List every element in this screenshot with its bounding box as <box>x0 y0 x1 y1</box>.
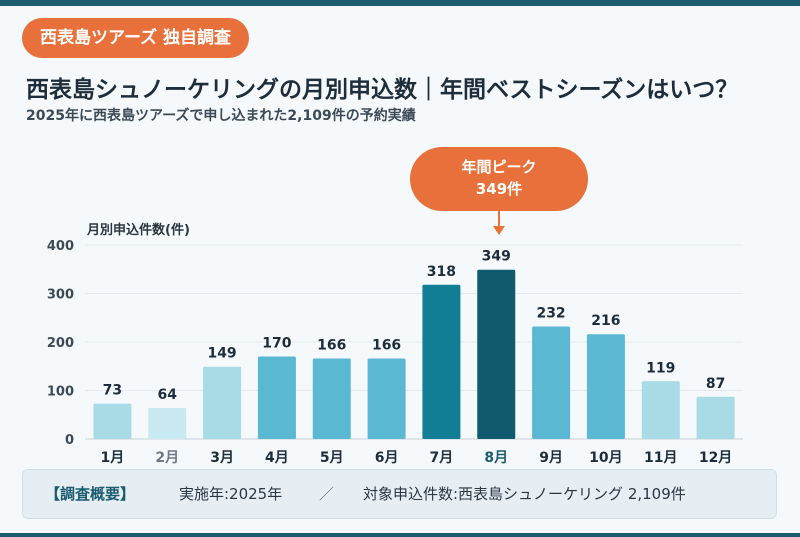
x-tick-label: 3月 <box>210 450 234 466</box>
x-tick-label: 10月 <box>589 450 622 466</box>
bar-10 <box>586 334 625 439</box>
bar-11 <box>641 381 680 439</box>
data-label: 349 <box>482 249 511 265</box>
bar-1 <box>93 403 132 439</box>
x-tick-label: 1月 <box>101 450 125 466</box>
chart-subtitle: 2025年に西表島ツアーズで申し込まれた2,109件の予約実績 <box>26 108 416 124</box>
data-label: 216 <box>591 313 620 329</box>
y-axis-title: 月別申込件数(件) <box>86 222 190 238</box>
top-accent-bar <box>0 0 800 6</box>
summary-label: 【調査概要】 <box>45 485 136 503</box>
y-tick-label: 100 <box>47 385 74 400</box>
data-label: 149 <box>207 346 236 362</box>
data-label: 166 <box>317 337 346 353</box>
chart-title: 西表島シュノーケリングの月別申込数｜年間ベストシーズンはいつ？ <box>26 77 739 103</box>
x-tick-label: 4月 <box>265 450 289 466</box>
y-tick-label: 400 <box>47 239 74 254</box>
survey-summary: 【調査概要】 実施年:2025年 ／ 対象申込件数:西表島シュノーケリング 2,… <box>22 469 777 519</box>
peak-callout: 年間ピーク 349件 <box>410 147 588 211</box>
bar-12 <box>696 396 735 439</box>
summary-separator: ／ <box>319 485 335 503</box>
data-label: 119 <box>646 360 675 376</box>
x-tick-label: 12月 <box>699 450 732 466</box>
data-label: 232 <box>536 305 565 321</box>
x-tick-label: 9月 <box>539 450 563 466</box>
data-label: 64 <box>158 387 178 403</box>
x-tick-label: 8月 <box>484 450 508 466</box>
bar-chart: 月別申込件数(件) 0 100 200 300 400 73 1月 64 2月 149 3月 170 4月… <box>47 222 743 466</box>
bar-5 <box>312 358 351 439</box>
peak-arrow-icon <box>493 226 505 235</box>
summary-count: 対象申込件数:西表島シュノーケリング 2,109件 <box>363 485 686 503</box>
bar-3 <box>203 366 242 439</box>
x-tick-label: 6月 <box>375 450 399 466</box>
data-label: 170 <box>262 336 291 352</box>
y-tick-label: 200 <box>47 336 74 351</box>
y-tick-label: 300 <box>47 288 74 303</box>
x-tick-label: 2月 <box>155 450 179 466</box>
data-label: 166 <box>372 337 401 353</box>
source-badge: 西表島ツアーズ 独自調査 <box>22 18 250 58</box>
bar-4 <box>257 356 296 439</box>
bar-7 <box>422 284 461 439</box>
peak-callout-stem <box>498 211 500 227</box>
x-tick-label: 5月 <box>320 450 344 466</box>
bottom-accent-bar <box>0 533 800 537</box>
summary-year: 実施年:2025年 <box>179 485 283 503</box>
x-tick-label: 11月 <box>644 450 677 466</box>
bar-2 <box>148 407 187 439</box>
peak-callout-label: 年間ピーク <box>461 158 537 176</box>
data-label: 87 <box>706 376 725 392</box>
bar-6 <box>367 358 406 439</box>
x-tick-label: 7月 <box>430 450 454 466</box>
data-label: 73 <box>103 383 122 399</box>
data-label: 318 <box>427 264 456 280</box>
bar-9 <box>532 326 571 439</box>
bar-8 <box>477 269 516 439</box>
peak-callout-value: 349件 <box>475 180 523 198</box>
y-tick-label: 0 <box>65 433 74 448</box>
